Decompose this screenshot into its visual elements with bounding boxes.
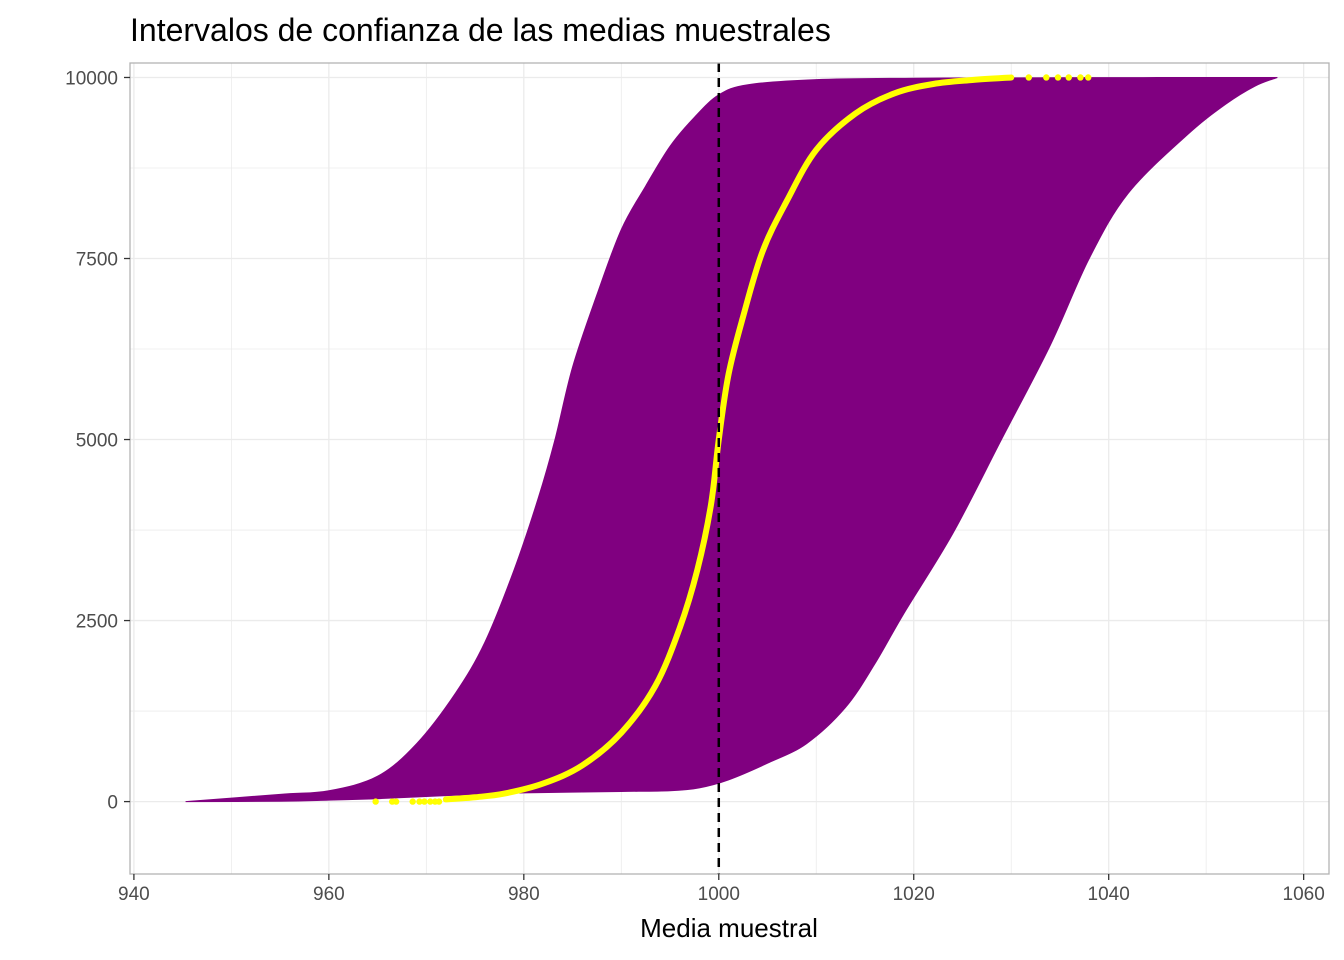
x-tick-label: 1040 <box>1088 884 1130 905</box>
confidence-band <box>185 76 1278 803</box>
y-tick-label: 10000 <box>65 68 118 89</box>
confidence-band-layer <box>185 76 1278 803</box>
sample-mean-point <box>1077 74 1084 81</box>
sample-mean-point <box>372 798 379 805</box>
x-axis-ticks: 940 960 980 1000 1020 1040 1060 <box>118 874 1325 905</box>
y-axis-ticks: 0 2500 5000 7500 10000 <box>65 68 130 814</box>
sample-mean-point <box>1065 74 1072 81</box>
y-tick-label: 0 <box>107 793 118 814</box>
x-axis-title: Media muestral <box>640 913 818 943</box>
chart-title: Intervalos de confianza de las medias mu… <box>130 12 831 48</box>
x-tick-label: 960 <box>313 884 345 905</box>
plot-border <box>129 62 1330 875</box>
sample-mean-point <box>421 798 428 805</box>
x-tick-label: 1060 <box>1283 884 1325 905</box>
sample-mean-point <box>1085 74 1092 81</box>
sample-mean-point <box>392 798 400 805</box>
sample-mean-point <box>1025 74 1032 81</box>
x-tick-label: 1020 <box>893 884 935 905</box>
plot-border-layer <box>129 62 1330 875</box>
y-tick-label: 7500 <box>76 250 118 271</box>
sample-mean-point <box>409 798 416 805</box>
x-tick-label: 980 <box>508 884 540 905</box>
sample-mean-point <box>1054 74 1062 81</box>
x-tick-label: 940 <box>118 884 150 905</box>
sample-mean-point <box>427 798 434 805</box>
x-tick-label: 1000 <box>698 884 740 905</box>
sample-mean-point <box>435 798 443 805</box>
sample-mean-point <box>1043 74 1050 81</box>
y-tick-label: 5000 <box>76 431 118 452</box>
y-tick-label: 2500 <box>76 612 118 633</box>
sample-mean-point <box>416 798 423 805</box>
